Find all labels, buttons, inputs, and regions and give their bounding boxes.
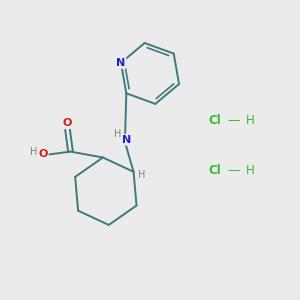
Text: O: O xyxy=(38,149,48,159)
Text: Cl: Cl xyxy=(208,114,221,127)
Text: —: — xyxy=(228,114,240,127)
Text: H: H xyxy=(246,114,254,127)
Text: Cl: Cl xyxy=(208,164,221,177)
Text: H: H xyxy=(138,170,146,180)
Text: N: N xyxy=(116,58,126,68)
Text: H: H xyxy=(246,164,254,177)
Text: H: H xyxy=(30,147,38,157)
Text: O: O xyxy=(63,118,72,128)
Text: —: — xyxy=(228,164,240,177)
Text: H: H xyxy=(114,129,121,140)
Text: N: N xyxy=(122,135,131,145)
